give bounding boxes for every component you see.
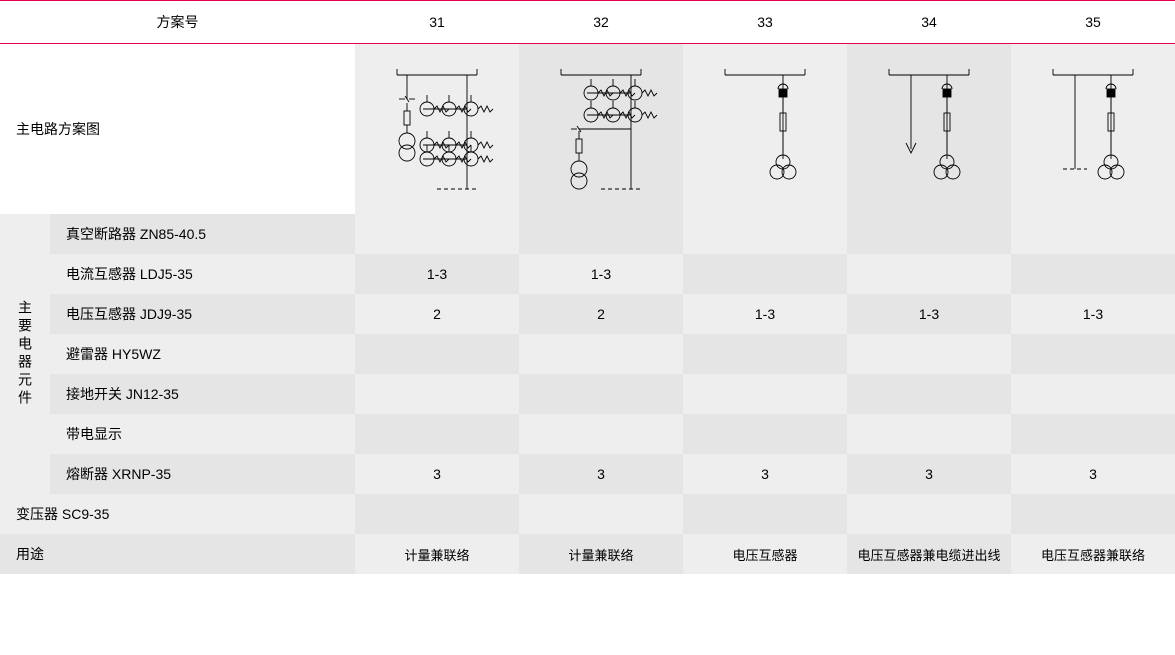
spec-row-label-5: 带电显示 [50,414,355,454]
transformer-val-3 [847,494,1011,534]
spec-row-label-4: 接地开关 JN12-35 [50,374,355,414]
spec-val-r2-c4: 1-3 [1011,294,1175,334]
transformer-label: 变压器 SC9-35 [0,494,355,534]
spec-val-r4-c3 [847,374,1011,414]
spec-val-r2-c2: 1-3 [683,294,847,334]
spec-val-r6-c4: 3 [1011,454,1175,494]
spec-val-r0-c2 [683,214,847,254]
diagram-scheme35 [1011,44,1175,214]
spec-val-r2-c0: 2 [355,294,519,334]
header-col-1: 32 [519,0,683,44]
spec-val-r5-c1 [519,414,683,454]
diagram-scheme32 [519,44,683,214]
diagram-row-label: 主电路方案图 [0,44,355,214]
spec-val-r2-c1: 2 [519,294,683,334]
spec-val-r0-c3 [847,214,1011,254]
spec-val-r2-c3: 1-3 [847,294,1011,334]
spec-val-r5-c0 [355,414,519,454]
diagram-scheme34 [847,44,1011,214]
header-col-4: 35 [1011,0,1175,44]
spec-val-r0-c4 [1011,214,1175,254]
spec-val-r5-c3 [847,414,1011,454]
spec-side-label: 主要电器元件 [0,214,50,494]
spec-val-r3-c0 [355,334,519,374]
usage-label: 用途 [0,534,355,574]
usage-val-0: 计量兼联络 [355,534,519,574]
transformer-val-2 [683,494,847,534]
spec-val-r1-c1: 1-3 [519,254,683,294]
spec-val-r1-c4 [1011,254,1175,294]
spec-val-r4-c0 [355,374,519,414]
header-scheme-label: 方案号 [0,0,355,44]
spec-row-label-2: 电压互感器 JDJ9-35 [50,294,355,334]
usage-val-2: 电压互感器 [683,534,847,574]
spec-val-r4-c4 [1011,374,1175,414]
header-col-0: 31 [355,0,519,44]
usage-val-4: 电压互感器兼联络 [1011,534,1175,574]
diagram-scheme31 [355,44,519,214]
spec-val-r1-c2 [683,254,847,294]
spec-val-r1-c0: 1-3 [355,254,519,294]
spec-val-r6-c1: 3 [519,454,683,494]
spec-row-label-3: 避雷器 HY5WZ [50,334,355,374]
spec-val-r6-c3: 3 [847,454,1011,494]
header-col-2: 33 [683,0,847,44]
transformer-val-4 [1011,494,1175,534]
header-col-3: 34 [847,0,1011,44]
spec-val-r4-c1 [519,374,683,414]
spec-val-r4-c2 [683,374,847,414]
spec-val-r6-c2: 3 [683,454,847,494]
spec-val-r5-c2 [683,414,847,454]
spec-row-label-6: 熔断器 XRNP-35 [50,454,355,494]
spec-val-r3-c2 [683,334,847,374]
usage-val-1: 计量兼联络 [519,534,683,574]
spec-val-r0-c0 [355,214,519,254]
spec-row-label-1: 电流互感器 LDJ5-35 [50,254,355,294]
transformer-val-0 [355,494,519,534]
transformer-val-1 [519,494,683,534]
scheme-table: 方案号3132333435主电路方案图 主要电器元件真空断路器 ZN85-40.… [0,0,1175,574]
spec-val-r3-c4 [1011,334,1175,374]
spec-val-r1-c3 [847,254,1011,294]
spec-val-r3-c3 [847,334,1011,374]
diagram-scheme33 [683,44,847,214]
spec-val-r5-c4 [1011,414,1175,454]
spec-row-label-0: 真空断路器 ZN85-40.5 [50,214,355,254]
spec-val-r6-c0: 3 [355,454,519,494]
spec-val-r3-c1 [519,334,683,374]
usage-val-3: 电压互感器兼电缆进出线 [847,534,1011,574]
spec-val-r0-c1 [519,214,683,254]
